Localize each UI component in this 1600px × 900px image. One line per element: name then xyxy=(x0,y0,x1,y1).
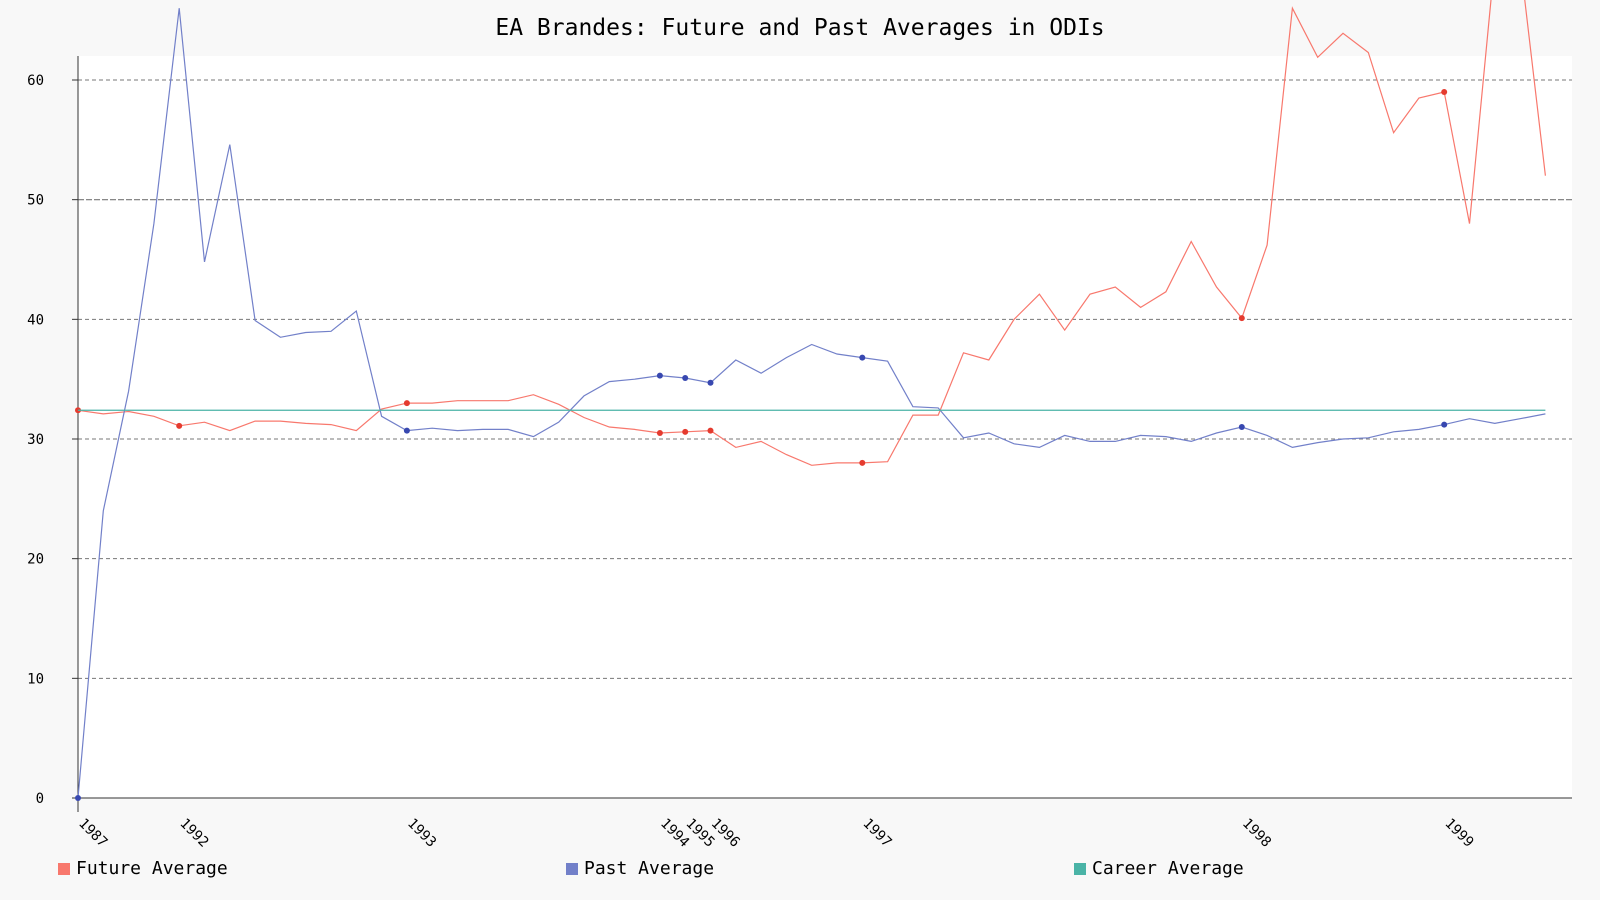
series-point-past-24 xyxy=(682,374,689,381)
chart-title: EA Brandes: Future and Past Averages in … xyxy=(495,15,1104,41)
y-tick-label-10: 10 xyxy=(27,671,44,687)
x-tick-label-1997: 1997 xyxy=(859,816,894,851)
x-tick-label-1992: 1992 xyxy=(176,816,211,851)
series-point-future-46 xyxy=(1238,315,1245,322)
legend: Future Average Past Average Career Avera… xyxy=(0,859,1600,879)
plot-area xyxy=(75,0,1546,801)
legend-item-career[interactable]: Career Average xyxy=(1074,859,1244,879)
legend-label-future: Future Average xyxy=(76,858,228,879)
series-point-past-0 xyxy=(75,795,81,801)
series-point-past-13 xyxy=(403,427,410,434)
series-point-future-24 xyxy=(682,428,689,435)
series-point-future-31 xyxy=(859,459,866,466)
series-point-future-13 xyxy=(403,400,410,407)
series-point-past-31 xyxy=(859,354,866,361)
axes xyxy=(77,56,1572,812)
series-point-future-23 xyxy=(656,430,663,437)
x-tick-label-1987: 1987 xyxy=(75,816,110,851)
x-tick-label-1995: 1995 xyxy=(682,816,717,851)
x-tick-label-1993: 1993 xyxy=(404,816,439,851)
x-tick-label-1994: 1994 xyxy=(657,816,692,851)
series-point-past-23 xyxy=(656,372,663,379)
plot-background xyxy=(78,56,1572,798)
x-tick-label-1996: 1996 xyxy=(708,816,743,851)
series-point-past-54 xyxy=(1441,421,1448,428)
legend-label-past: Past Average xyxy=(584,858,715,879)
y-tick-label-20: 20 xyxy=(27,552,44,568)
series-point-future-54 xyxy=(1441,88,1448,95)
legend-item-future[interactable]: Future Average xyxy=(58,859,228,879)
series-point-future-4 xyxy=(176,422,183,429)
grid xyxy=(78,56,1572,798)
y-tick-label-30: 30 xyxy=(27,432,44,448)
legend-label-career: Career Average xyxy=(1092,858,1244,879)
x-tick-label-1998: 1998 xyxy=(1239,816,1274,851)
x-tick-label-1999: 1999 xyxy=(1441,816,1476,851)
y-tick-label-50: 50 xyxy=(27,193,44,209)
legend-swatch-future xyxy=(58,863,70,875)
series-point-future-25 xyxy=(707,427,714,434)
legend-item-past[interactable]: Past Average xyxy=(566,859,714,879)
legend-swatch-career xyxy=(1074,863,1086,875)
y-tick-label-40: 40 xyxy=(27,312,44,328)
y-tick-label-60: 60 xyxy=(27,73,44,89)
legend-swatch-past xyxy=(566,863,578,875)
y-ticks: 0 10 20 30 40 50 60 xyxy=(27,73,78,807)
y-tick-label-0: 0 xyxy=(36,791,44,807)
series-point-past-46 xyxy=(1238,424,1245,431)
series-line-past xyxy=(77,8,1546,799)
series-point-past-25 xyxy=(707,379,714,386)
series-line-future xyxy=(77,0,1546,466)
